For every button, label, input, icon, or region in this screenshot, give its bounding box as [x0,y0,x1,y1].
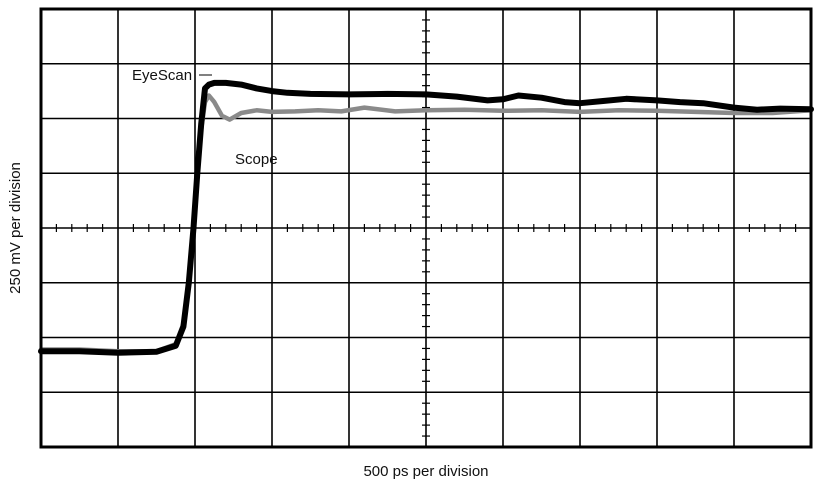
scope-annotation: Scope [235,151,278,168]
y-axis-label: 250 mV per division [7,162,24,294]
x-axis-label: 500 ps per division [363,463,488,480]
series-lines [38,79,814,356]
eyescan-series-line [38,79,814,356]
plot-frame [39,7,813,449]
grid [41,9,811,447]
eyescan-annotation: EyeScan [132,67,192,84]
center-axis-ticks [55,19,797,437]
